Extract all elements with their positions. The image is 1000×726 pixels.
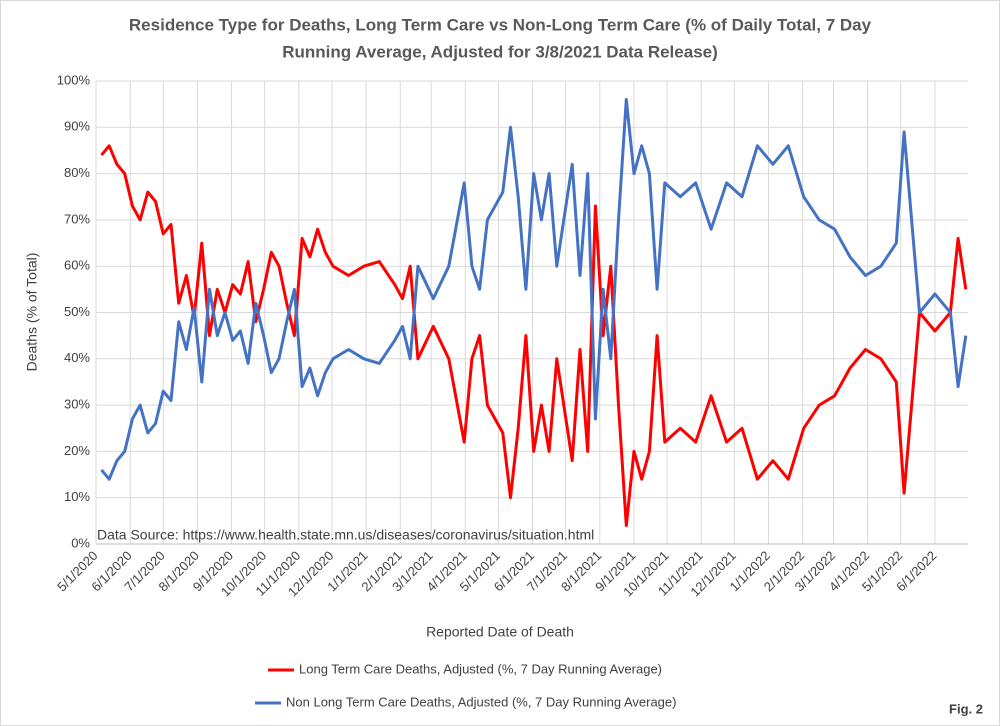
y-tick-label: 70% bbox=[64, 211, 90, 226]
y-axis-title: Deaths (% of Total) bbox=[24, 253, 40, 372]
y-tick-label: 100% bbox=[57, 72, 91, 87]
y-tick-label: 0% bbox=[71, 535, 90, 550]
legend-label: Non Long Term Care Deaths, Adjusted (%, … bbox=[286, 694, 676, 709]
y-tick-label: 50% bbox=[64, 304, 90, 319]
y-tick-label: 10% bbox=[64, 489, 90, 504]
y-tick-label: 80% bbox=[64, 165, 90, 180]
y-tick-label: 20% bbox=[64, 443, 90, 458]
chart-title: Running Average, Adjusted for 3/8/2021 D… bbox=[282, 42, 718, 61]
y-tick-label: 40% bbox=[64, 350, 90, 365]
y-tick-label: 90% bbox=[64, 119, 90, 134]
x-axis-title: Reported Date of Death bbox=[426, 624, 574, 640]
figure-label: Fig. 2 bbox=[949, 701, 983, 716]
source-note: Data Source: https://www.health.state.mn… bbox=[97, 527, 594, 543]
y-tick-label: 60% bbox=[64, 258, 90, 273]
series-line bbox=[100, 98, 968, 481]
series-line bbox=[100, 144, 968, 527]
y-tick-label: 30% bbox=[64, 397, 90, 412]
chart-title: Residence Type for Deaths, Long Term Car… bbox=[129, 15, 872, 34]
legend-label: Long Term Care Deaths, Adjusted (%, 7 Da… bbox=[299, 661, 662, 676]
